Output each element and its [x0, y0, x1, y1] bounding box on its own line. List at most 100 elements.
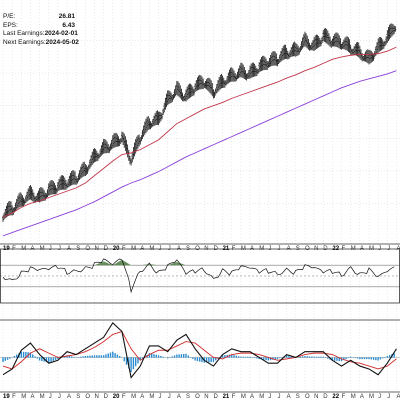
- x-axis-month-label: J: [278, 394, 281, 400]
- macd-histogram-bar: [356, 357, 359, 359]
- x-axis-month-label: A: [67, 394, 71, 400]
- x-axis-month-label: S: [186, 394, 190, 400]
- macd-histogram-bar: [6, 357, 9, 360]
- macd-histogram-bar: [221, 355, 224, 358]
- x-axis-month-label: O: [305, 394, 310, 400]
- macd-histogram-bar: [354, 357, 356, 358]
- macd-histogram-bar: [178, 354, 180, 358]
- macd-histogram-bar: [377, 357, 379, 361]
- macd-histogram-bar: [194, 357, 196, 361]
- macd-histogram-bar: [382, 357, 384, 359]
- macd-histogram-bar: [4, 357, 6, 361]
- x-axis-month-label: N: [314, 394, 318, 400]
- macd-histogram-bar: [96, 355, 98, 358]
- stat-value: 26.81: [58, 13, 75, 20]
- macd-histogram-bar: [112, 351, 114, 358]
- macd-panel: [0, 322, 400, 379]
- macd-histogram-bar: [379, 357, 382, 360]
- macd-histogram-bar: [48, 357, 50, 363]
- macd-histogram-bar: [139, 357, 141, 361]
- macd-histogram-bar: [386, 356, 388, 358]
- macd-histogram-bar: [80, 356, 82, 358]
- stat-label: Next Earnings:: [3, 38, 46, 46]
- macd-histogram-bar: [224, 355, 226, 358]
- macd-histogram-bar: [73, 356, 75, 358]
- macd-histogram-bar: [36, 357, 39, 359]
- macd-histogram-bar: [125, 357, 128, 365]
- x-axis-month-label: A: [177, 394, 181, 400]
- macd-histogram-bar: [242, 356, 244, 358]
- macd-histogram-bar: [183, 354, 185, 358]
- macd-histogram-bar: [132, 357, 135, 370]
- macd-histogram-bar: [134, 357, 137, 367]
- x-axis-month-label: J: [168, 394, 171, 400]
- macd-histogram-bar: [2, 357, 4, 362]
- macd-histogram-bar: [64, 356, 66, 358]
- stat-row-eps: EPS: 6.43: [3, 22, 75, 31]
- stat-label: Last Earnings:: [3, 30, 45, 38]
- macd-histogram-bar: [208, 357, 210, 363]
- macd-histogram-bar: [176, 354, 178, 358]
- macd-histogram-bar: [102, 355, 105, 358]
- macd-histogram-bar: [100, 355, 103, 358]
- x-axis-month-label: S: [296, 394, 300, 400]
- macd-histogram-bar: [361, 357, 363, 360]
- macd-histogram-bar: [192, 357, 194, 359]
- macd-histogram-bar: [253, 357, 256, 358]
- macd-histogram-bar: [9, 357, 11, 359]
- x-axis-month-label: D: [104, 394, 109, 400]
- macd-histogram-bar: [155, 354, 157, 358]
- stats-box: P/E: 26.81 EPS: 6.43 Last Earnings: 2024…: [3, 13, 79, 48]
- x-axis-year-label: 22: [332, 394, 339, 400]
- macd-histogram-bar: [233, 355, 235, 358]
- rsi-overbought-fill: [149, 264, 159, 266]
- x-axis-month-label: M: [241, 394, 246, 400]
- macd-histogram-bar: [320, 356, 322, 358]
- macd-histogram-bar: [196, 357, 199, 362]
- x-axis-month-label: O: [85, 394, 90, 400]
- macd-histogram-bar: [13, 356, 16, 358]
- macd-histogram-bar: [333, 357, 336, 361]
- x-axis-month-label: A: [396, 394, 400, 400]
- macd-histogram-bar: [107, 353, 109, 358]
- macd-histogram-bar: [306, 356, 308, 358]
- macd-histogram-bar: [137, 357, 139, 364]
- x-axis-month-label: M: [149, 394, 154, 400]
- macd-histogram-bar: [171, 356, 173, 358]
- x-axis-month-label: A: [287, 394, 291, 400]
- macd-histogram-bar: [331, 357, 334, 361]
- macd-histogram-bar: [52, 357, 55, 361]
- x-axis-month-label: J: [49, 394, 52, 400]
- rsi-overbought-fill: [167, 261, 177, 266]
- macd-histogram-bar: [54, 357, 57, 360]
- stat-label: EPS:: [3, 21, 18, 29]
- x-axis-month-label: A: [140, 394, 144, 400]
- macd-histogram-bar: [288, 355, 290, 358]
- macd-histogram-bar: [338, 357, 340, 362]
- x-axis-month-label: J: [378, 394, 381, 400]
- macd-histogram-bar: [366, 357, 368, 360]
- x-axis-month-label: F: [232, 394, 236, 400]
- macd-histogram-bar: [256, 357, 258, 359]
- macd-histogram-bar: [350, 356, 352, 358]
- macd-histogram-bar: [153, 354, 155, 358]
- macd-histogram-bar: [231, 354, 233, 358]
- stat-row-next-earnings: Next Earnings: 2024-05-02: [3, 38, 79, 48]
- macd-histogram-bar: [279, 357, 281, 359]
- moving-average-long: [2, 70, 397, 237]
- x-axis-month-label: D: [213, 394, 218, 400]
- macd-histogram-bar: [359, 357, 361, 360]
- macd-histogram-bar: [57, 357, 59, 360]
- macd-histogram-bar: [68, 355, 71, 358]
- macd-histogram-bar: [109, 352, 112, 358]
- stat-label: P/E:: [3, 13, 16, 20]
- macd-histogram-bar: [25, 352, 27, 358]
- x-axis-year-label: 21: [223, 394, 230, 400]
- rsi-overbought-fill: [140, 264, 150, 266]
- macd-histogram-bar: [393, 353, 395, 358]
- macd-histogram-bar: [313, 356, 315, 358]
- macd-line: [2, 322, 397, 379]
- x-axis-month-label: M: [259, 394, 264, 400]
- macd-histogram-bar: [77, 357, 80, 358]
